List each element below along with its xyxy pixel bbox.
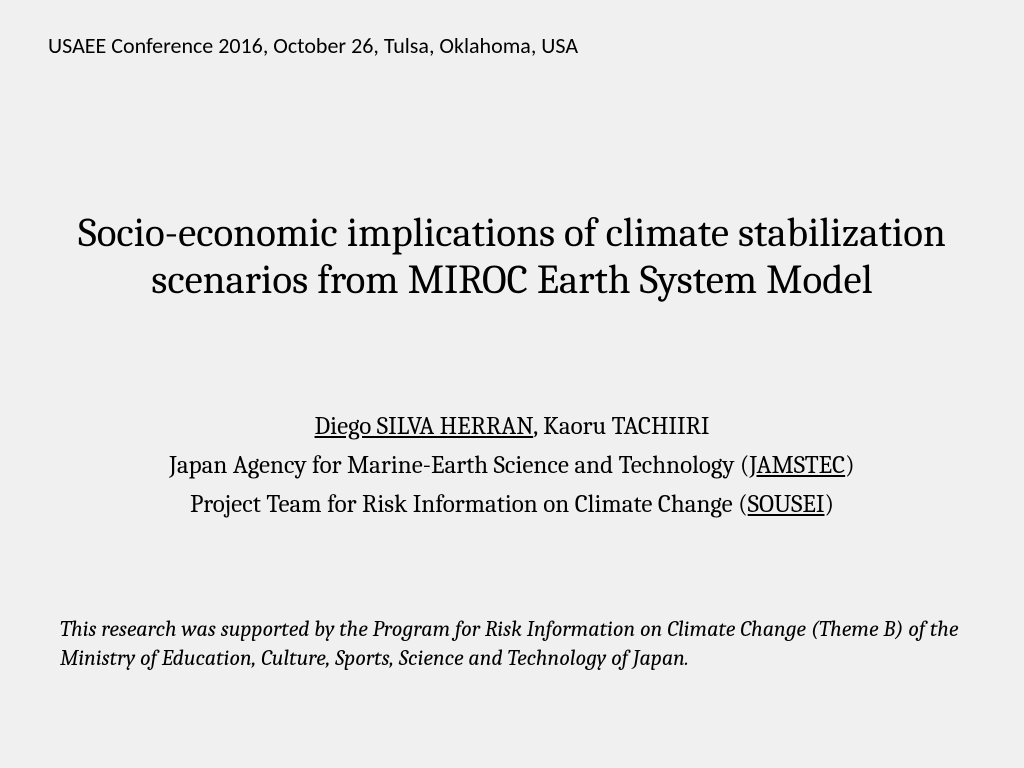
- authors-affiliations: Diego SILVA HERRAN, Kaoru TACHIIRI Japan…: [0, 408, 1024, 524]
- affiliation-1: Japan Agency for Marine-Earth Science an…: [0, 447, 1024, 486]
- affil1-pre: Japan Agency for Marine-Earth Science an…: [169, 451, 749, 480]
- funding-acknowledgement: This research was supported by the Progr…: [60, 615, 970, 672]
- author-separator: ,: [533, 412, 543, 441]
- conference-header: USAEE Conference 2016, October 26, Tulsa…: [48, 32, 578, 59]
- affiliation-2: Project Team for Risk Information on Cli…: [0, 486, 1024, 525]
- affil1-post: ): [845, 451, 855, 480]
- affil2-post: ): [824, 490, 834, 519]
- author-primary: Diego SILVA HERRAN: [315, 412, 534, 441]
- presentation-title: Socio-economic implications of climate s…: [0, 210, 1024, 304]
- slide: USAEE Conference 2016, October 26, Tulsa…: [0, 0, 1024, 768]
- affil1-acronym: JAMSTEC: [749, 451, 845, 480]
- affil2-pre: Project Team for Risk Information on Cli…: [190, 490, 748, 519]
- authors-line: Diego SILVA HERRAN, Kaoru TACHIIRI: [0, 408, 1024, 447]
- affil2-acronym: SOUSEI: [748, 490, 825, 519]
- author-secondary: Kaoru TACHIIRI: [543, 412, 709, 441]
